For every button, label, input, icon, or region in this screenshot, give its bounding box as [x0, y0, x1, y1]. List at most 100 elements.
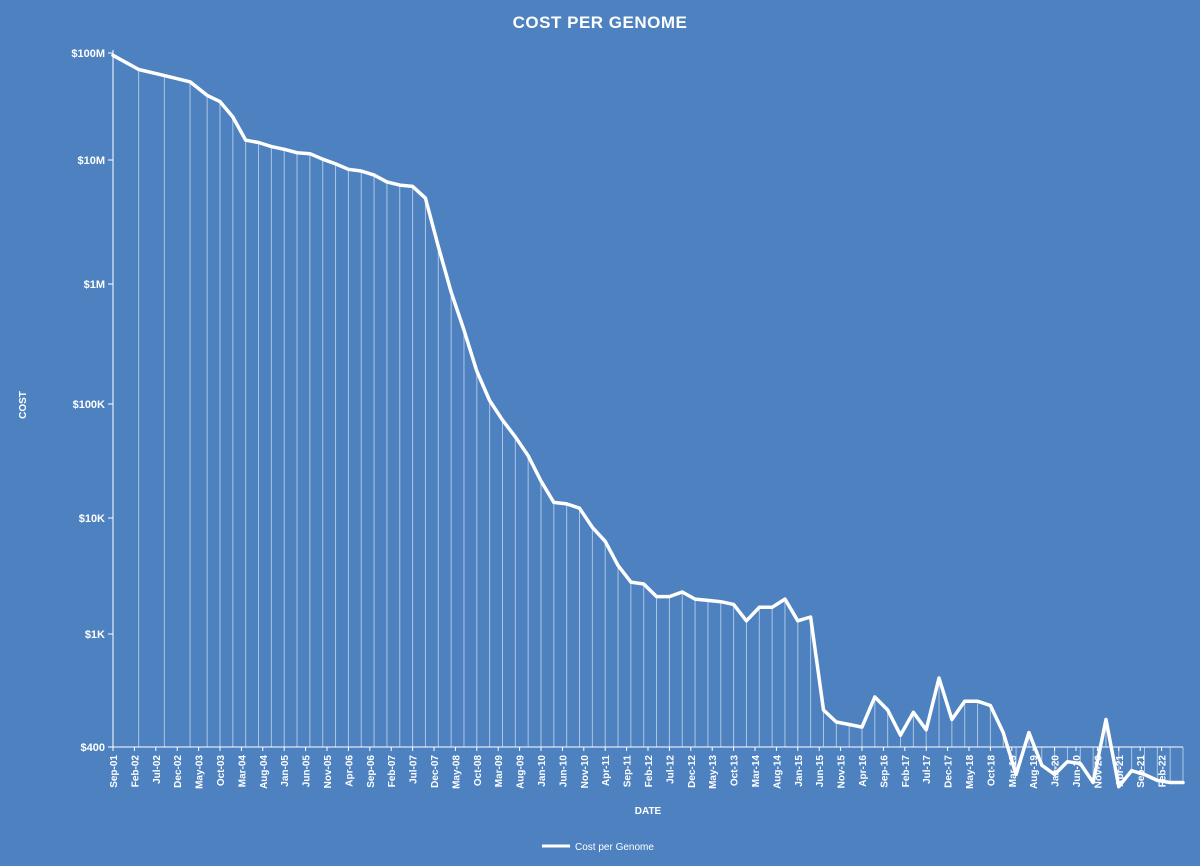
data-point	[1065, 760, 1069, 764]
data-point	[462, 328, 466, 332]
drop-lines	[112, 55, 1184, 787]
data-point	[244, 138, 248, 142]
x-tick-label: Jan-10	[537, 755, 548, 787]
x-tick-label: Aug-04	[259, 755, 270, 789]
data-point	[988, 704, 992, 708]
data-point	[488, 398, 492, 402]
data-point	[1078, 761, 1082, 765]
x-tick-label: Dec-02	[173, 755, 184, 788]
data-point	[1001, 730, 1005, 734]
data-point	[231, 115, 235, 119]
data-point	[137, 67, 141, 71]
data-point	[744, 619, 748, 623]
x-tick-label: Sep-21	[1136, 755, 1147, 788]
x-tick-label: Dec-17	[944, 755, 955, 788]
data-point	[552, 500, 556, 504]
data-point	[629, 580, 633, 584]
x-tick-label: Sep-01	[109, 755, 120, 788]
y-tick-label: $100M	[71, 48, 105, 60]
data-point	[770, 605, 774, 609]
data-point	[398, 183, 402, 187]
x-tick-label: Oct-18	[986, 755, 997, 787]
data-point	[539, 479, 543, 483]
data-point	[411, 184, 415, 188]
data-point	[899, 733, 903, 737]
axes	[112, 50, 1183, 748]
x-tick-label: Mar-09	[494, 755, 505, 788]
data-point	[616, 563, 620, 567]
data-point	[937, 676, 941, 680]
x-tick-label: Oct-08	[473, 755, 484, 787]
series-line	[111, 53, 1185, 789]
x-tick-label: Nov-15	[837, 755, 848, 789]
x-tick-label: Mar-14	[751, 755, 762, 788]
data-point	[821, 708, 825, 712]
data-point	[1181, 780, 1185, 784]
x-tick-label: Jun-10	[558, 755, 569, 788]
data-point	[1168, 780, 1172, 784]
data-point	[1040, 763, 1044, 767]
data-point	[372, 173, 376, 177]
data-point	[693, 597, 697, 601]
series-cost-per-genome	[111, 53, 1185, 789]
legend: Cost per Genome	[542, 842, 654, 853]
chart-title: COST PER GENOME	[513, 13, 688, 32]
data-point	[162, 74, 166, 78]
x-tick-label: Jun-15	[815, 755, 826, 788]
data-point	[359, 169, 363, 173]
x-tick-label: Apr-06	[344, 755, 355, 787]
data-point	[911, 710, 915, 714]
data-point	[1014, 773, 1018, 777]
y-tick-label: $10K	[79, 513, 105, 525]
data-point	[1104, 717, 1108, 721]
x-tick-label: Aug-19	[1029, 755, 1040, 789]
x-tick-label: Apr-21	[1115, 755, 1126, 787]
data-point	[809, 615, 813, 619]
data-point	[205, 93, 209, 97]
data-point	[603, 539, 607, 543]
data-point	[423, 196, 427, 200]
data-point	[1091, 780, 1095, 784]
x-tick-label: Jan-15	[794, 755, 805, 787]
x-tick-label: Jun-05	[302, 755, 313, 788]
x-tick-label: Aug-14	[772, 755, 783, 789]
data-point	[500, 418, 504, 422]
data-point	[513, 435, 517, 439]
data-point	[642, 582, 646, 586]
x-tick-label: Jul-17	[922, 755, 933, 784]
data-point	[963, 699, 967, 703]
x-tick-label: Feb-17	[901, 755, 912, 788]
data-point	[924, 728, 928, 732]
data-point	[1027, 730, 1031, 734]
data-point	[269, 145, 273, 149]
x-tick-label: Jul-12	[665, 755, 676, 784]
data-point	[757, 605, 761, 609]
x-tick-label: Feb-22	[1158, 755, 1169, 788]
y-tick-label: $1M	[84, 279, 105, 291]
data-point	[1117, 785, 1121, 789]
data-point	[334, 162, 338, 166]
x-tick-label: Nov-20	[1093, 755, 1104, 789]
data-point	[796, 619, 800, 623]
x-tick-label: Feb-07	[387, 755, 398, 788]
data-point	[1155, 778, 1159, 782]
y-axis-label: COST	[18, 391, 29, 419]
data-point	[257, 141, 261, 145]
data-point	[111, 53, 115, 57]
x-tick-label: Sep-16	[879, 755, 890, 788]
data-point	[1130, 769, 1134, 773]
data-point	[667, 595, 671, 599]
x-tick-label: May-18	[965, 755, 976, 789]
x-tick-label: Sep-11	[623, 755, 634, 788]
data-point	[449, 290, 453, 294]
data-point	[282, 147, 286, 151]
x-tick-label: Dec-12	[687, 755, 698, 788]
data-point	[346, 167, 350, 171]
data-point	[860, 725, 864, 729]
x-tick-label: Oct-03	[216, 755, 227, 787]
legend-entry: Cost per Genome	[575, 842, 654, 853]
x-tick-label: May-08	[451, 755, 462, 789]
data-point	[719, 600, 723, 604]
